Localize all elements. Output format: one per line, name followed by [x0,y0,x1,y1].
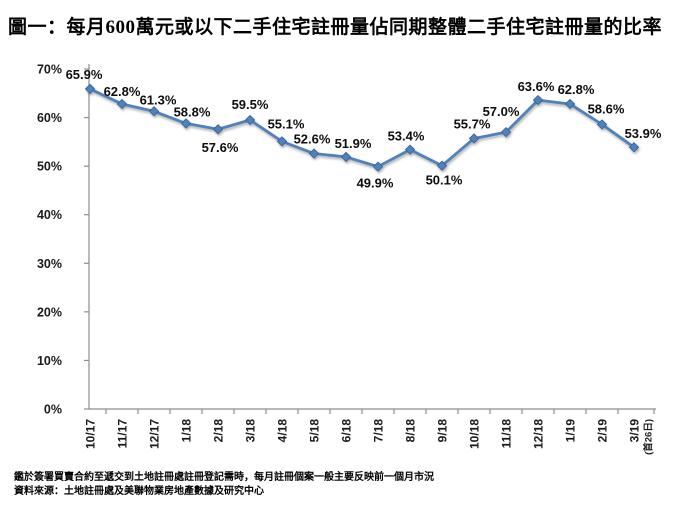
x-tick-label: 3/18 [244,419,258,443]
data-point-label: 50.1% [426,173,463,188]
data-point-marker [372,161,384,172]
data-point-label: 49.9% [357,176,394,191]
data-point-label: 59.5% [232,97,269,112]
data-point-marker [436,160,448,171]
x-tick-label: 5/18 [308,419,322,443]
x-tick-label: 8/18 [404,419,418,443]
data-point-marker [212,124,224,135]
data-point-marker [308,148,320,159]
data-point-label: 63.6% [518,79,555,94]
x-tick-label: 9/18 [436,419,450,443]
data-point-label: 61.3% [140,92,177,107]
data-point-marker [564,98,576,110]
data-point-label: 58.8% [174,104,211,119]
data-point-label: 53.4% [388,129,425,144]
x-tick-label: 10/17 [84,419,98,449]
data-point-label: 52.6% [294,132,331,147]
y-tick-label: 60% [37,111,62,125]
x-tick-label: 12/17 [148,419,162,449]
x-tick-label: 11/17 [116,419,130,449]
footnote-line-2: 資料來源：土地註冊處及美聯物業房地產數據及研究中心 [14,485,264,497]
x-tick-label: 1/19 [564,419,578,443]
data-point-label: 55.1% [268,116,305,131]
data-point-label: 58.6% [588,101,625,116]
data-point-marker [116,98,128,110]
y-tick-label: 40% [37,208,62,222]
data-point-marker [468,133,480,144]
x-tick-label: 1/18 [180,419,194,443]
y-tick-label: 0% [44,403,62,417]
data-point-marker [148,106,160,117]
data-point-marker [276,136,288,147]
x-tick-label: 2/19 [596,419,610,443]
data-point-marker [596,119,608,130]
data-point-label: 51.9% [335,136,372,151]
y-tick-label: 50% [37,160,62,174]
data-point-marker [180,118,192,129]
data-point-label: 62.8% [558,82,595,97]
data-point-marker [500,126,512,138]
data-point-label: 57.0% [483,104,520,119]
x-tick-label: 4/18 [276,419,290,443]
data-point-marker [340,151,352,163]
footnote-line-1: 鑑於簽署買賣合約至遞交到土地註冊處註冊登記需時，每月註冊個案一般主要反映前一個月… [14,472,434,483]
data-point-marker [244,114,256,126]
data-point-label: 53.9% [625,126,662,141]
data-point-label: 55.7% [454,116,491,131]
footnotes: 鑑於簽署買賣合約至遞交到土地註冊處註冊登記需時，每月註冊個案一般主要反映前一個月… [14,471,434,498]
x-tick-label: 3/19 [628,419,642,443]
x-tick-label: 10/18 [468,419,482,449]
data-point-label: 62.8% [104,84,141,99]
data-series [84,83,640,172]
x-tick-label: 6/18 [340,419,354,443]
x-tick-label: 11/18 [500,419,514,449]
y-tick-label: 70% [37,63,62,77]
x-tick-label: 12/18 [532,419,546,449]
data-point-marker [404,144,416,155]
y-tick-label: 30% [37,257,62,271]
y-tick-label: 10% [37,354,62,368]
data-point-label: 65.9% [66,67,103,82]
figure-title: 圖一：每月600萬元或以下二手住宅註冊量佔同期整體二手住宅註冊量的比率 [8,17,663,38]
data-point-marker [532,94,544,106]
x-tick-label-note: (首26日) [643,419,655,455]
y-tick-label: 20% [37,305,62,319]
data-point-marker [628,142,640,153]
x-tick-label: 7/18 [372,419,386,443]
data-point-label: 57.6% [202,140,239,155]
series-line [89,87,635,169]
x-tick-label: 2/18 [212,419,226,443]
data-point-marker [84,83,96,95]
